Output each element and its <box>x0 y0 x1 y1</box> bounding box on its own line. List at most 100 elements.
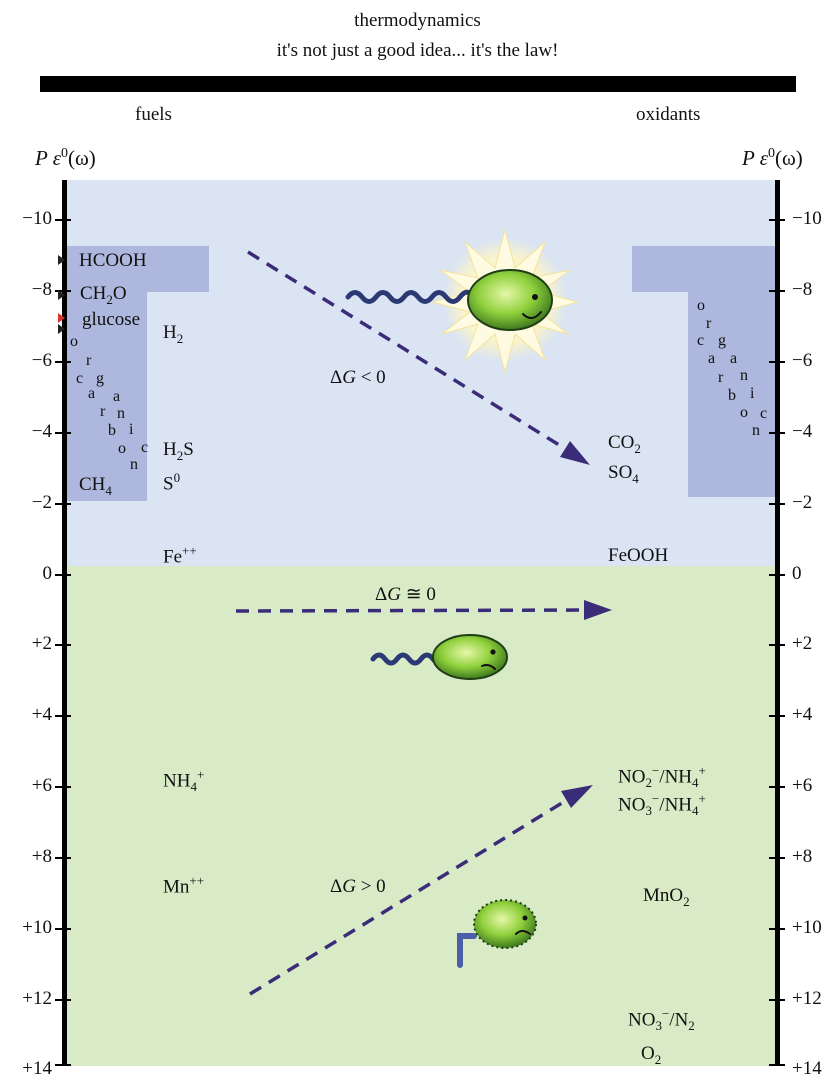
oxidant-o2: O2 <box>641 1043 662 1067</box>
marker-triangle-icon <box>58 324 65 334</box>
left-tick-label: +2 <box>31 633 52 654</box>
right-tick <box>769 432 785 434</box>
left-tick-label: −6 <box>31 350 52 371</box>
left-tick-label: −10 <box>22 208 52 229</box>
fuel-nh4: NH4+ <box>163 767 205 795</box>
left-tick-label: +4 <box>31 704 52 725</box>
carbon-letter: a <box>88 385 96 402</box>
left-tick <box>55 644 71 646</box>
oxidant-feooh: FeOOH <box>608 545 669 566</box>
axis-superscript: 0 <box>767 146 775 161</box>
right-tick <box>769 574 785 576</box>
marker-triangle-icon <box>58 290 65 300</box>
oxidant-no2-nh4: NO2−/NH4+ <box>618 763 706 791</box>
delta-g-zero-label: ΔG ≅ 0 <box>375 584 436 605</box>
right-tick <box>769 999 785 1001</box>
left-tick-label: −2 <box>31 492 52 513</box>
right-tick-label: +8 <box>792 846 813 867</box>
carbon-letter: o <box>740 404 748 421</box>
right-tick-label: −4 <box>792 421 813 442</box>
organic-letter: i <box>750 385 755 402</box>
right-tick <box>769 1064 785 1066</box>
delta-g-positive-label: ΔG > 0 <box>330 876 386 897</box>
fuel-ch4: CH4 <box>79 474 112 498</box>
right-tick <box>769 928 785 930</box>
carbon-letter: o <box>118 440 126 457</box>
left-tick-label: +14 <box>22 1058 52 1079</box>
exergonic-zone <box>67 180 775 566</box>
oxidant-co2: CO2 <box>608 432 641 456</box>
carbon-letter: r <box>100 403 106 420</box>
happy-microbe-icon <box>345 228 580 374</box>
neutral-microbe-icon <box>370 634 508 680</box>
organic-carbon-oxidant-block <box>688 292 775 497</box>
exergonic-arrow <box>247 250 590 465</box>
organic-letter: r <box>706 315 712 332</box>
marker-triangle-icon <box>58 313 65 323</box>
right-tick <box>769 503 785 505</box>
oxidant-mno2: MnO2 <box>643 885 690 909</box>
left-tick <box>55 857 71 859</box>
organic-letter: g <box>718 332 726 349</box>
organic-letter: o <box>697 297 705 314</box>
fuel-ch2o: CH2O <box>80 283 127 307</box>
organic-carbon-oxidant-block-top <box>632 246 775 292</box>
organic-letter: n <box>117 405 125 422</box>
carbon-letter: r <box>718 369 724 386</box>
fuel-h2s: H2S <box>163 439 194 463</box>
left-tick-label: −4 <box>31 421 52 442</box>
right-axis-title: P ε0(ω) <box>742 146 803 171</box>
left-tick-label: +8 <box>31 846 52 867</box>
organic-letter: a <box>113 388 121 405</box>
organic-letter: c <box>760 405 768 422</box>
left-tick <box>55 432 71 434</box>
oxidants-header: oxidants <box>636 104 701 125</box>
right-tick <box>769 644 785 646</box>
carbon-letter: c <box>76 370 84 387</box>
oxidant-so4: SO4 <box>608 462 639 486</box>
carbon-letter: b <box>728 387 736 404</box>
axis-omega: (ω) <box>774 146 803 170</box>
right-tick <box>769 715 785 717</box>
fuel-fe2: Fe++ <box>163 543 197 568</box>
left-axis-title: P ε0(ω) <box>35 146 96 171</box>
organic-letter: n <box>740 367 748 384</box>
sad-microbe-icon <box>457 899 537 968</box>
title-line-1: thermodynamics <box>354 10 481 31</box>
left-axis-line <box>62 180 67 1066</box>
left-tick <box>55 503 71 505</box>
right-tick-label: 0 <box>792 563 802 584</box>
oxidant-no3-n2: NO3−/N2 <box>628 1006 695 1034</box>
organic-carbon-fuel-block-top <box>147 246 209 292</box>
axis-symbol: P ε <box>35 146 61 170</box>
title-divider-bar <box>40 76 796 92</box>
left-tick <box>55 361 71 363</box>
left-tick <box>55 999 71 1001</box>
organic-letter: r <box>86 352 92 369</box>
carbon-letter: n <box>752 422 760 439</box>
left-tick-label: −8 <box>31 279 52 300</box>
left-tick-label: +10 <box>22 917 52 938</box>
organic-letter: o <box>70 333 78 350</box>
right-tick <box>769 290 785 292</box>
right-tick-label: −2 <box>792 492 813 513</box>
equilibrium-arrow <box>235 600 612 620</box>
right-tick-label: +4 <box>792 704 813 725</box>
right-tick-label: −6 <box>792 350 813 371</box>
left-tick-label: +12 <box>22 988 52 1009</box>
title-line-2: it's not just a good idea... it's the la… <box>276 40 559 61</box>
right-tick-label: +12 <box>792 988 822 1009</box>
fuel-mn2: Mn++ <box>163 873 205 898</box>
axis-symbol: P ε <box>742 146 768 170</box>
organic-letter: a <box>730 350 738 367</box>
carbon-letter: a <box>708 350 716 367</box>
axis-superscript: 0 <box>60 146 68 161</box>
left-tick <box>55 928 71 930</box>
organic-carbon-fuel-block <box>67 246 147 501</box>
marker-triangle-icon <box>58 255 65 265</box>
fuels-header: fuels <box>135 104 172 125</box>
right-tick-label: +10 <box>792 917 822 938</box>
right-tick <box>769 219 785 221</box>
left-tick-label: +6 <box>31 775 52 796</box>
fuel-h2: H2 <box>163 322 184 346</box>
